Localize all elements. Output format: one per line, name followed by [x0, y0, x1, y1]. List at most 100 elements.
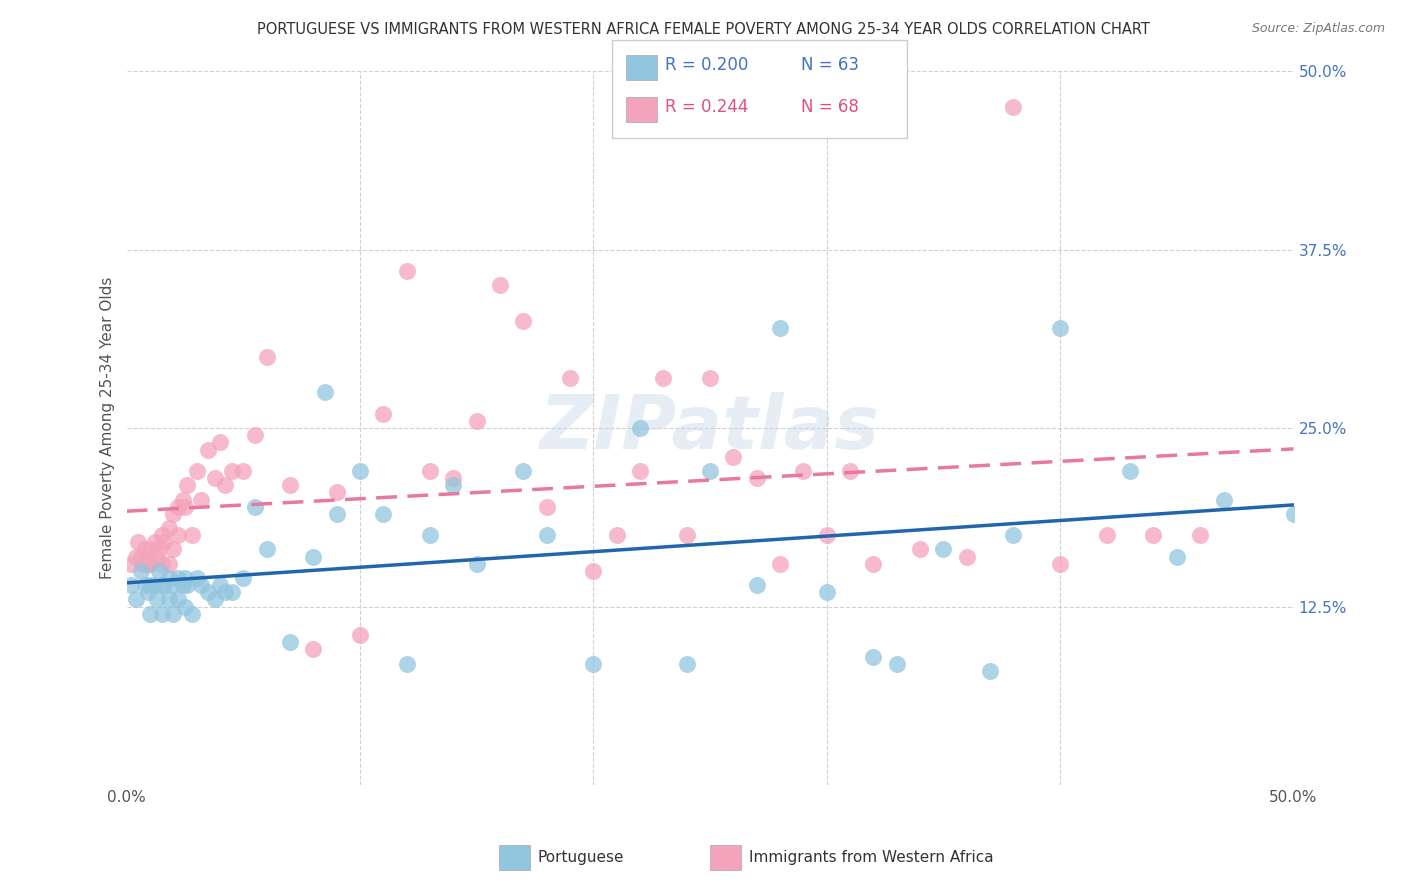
Point: [1095, 528, 1118, 542]
Point: [148, 564, 170, 578]
Text: Source: ZipAtlas.com: Source: ZipAtlas.com: [1251, 22, 1385, 36]
Point: [1189, 528, 1212, 542]
Point: [139, 578, 162, 592]
Point: [125, 549, 148, 564]
Point: [862, 649, 884, 664]
Point: [204, 592, 226, 607]
Point: [441, 471, 464, 485]
Point: [172, 578, 194, 592]
Point: [132, 557, 155, 571]
Point: [582, 564, 605, 578]
Point: [146, 549, 169, 564]
Point: [186, 464, 208, 478]
Point: [174, 500, 197, 514]
Point: [815, 528, 838, 542]
Point: [232, 464, 254, 478]
Point: [675, 528, 697, 542]
Point: [536, 528, 558, 542]
Text: R = 0.200: R = 0.200: [665, 56, 748, 74]
Point: [167, 592, 190, 607]
Point: [1142, 528, 1164, 542]
Point: [652, 371, 675, 385]
Point: [162, 578, 184, 592]
Point: [125, 592, 148, 607]
Point: [221, 464, 243, 478]
Point: [157, 521, 180, 535]
Point: [314, 385, 336, 400]
Point: [932, 542, 955, 557]
Point: [769, 557, 792, 571]
Point: [675, 657, 697, 671]
Point: [628, 464, 651, 478]
Point: [167, 571, 190, 585]
Point: [699, 464, 721, 478]
Point: [148, 542, 170, 557]
Point: [208, 578, 231, 592]
Text: N = 63: N = 63: [801, 56, 859, 74]
Point: [489, 278, 512, 293]
Point: [139, 542, 162, 557]
Point: [190, 578, 212, 592]
Point: [956, 549, 979, 564]
Point: [176, 478, 198, 492]
Point: [1002, 100, 1025, 114]
Point: [302, 549, 325, 564]
Point: [197, 442, 219, 457]
Point: [143, 578, 166, 592]
Point: [134, 542, 156, 557]
Point: [174, 571, 197, 585]
Point: [512, 314, 534, 328]
Point: [153, 535, 176, 549]
Point: [769, 321, 792, 335]
Point: [1049, 557, 1071, 571]
Point: [419, 464, 441, 478]
Point: [441, 478, 464, 492]
Point: [146, 592, 169, 607]
Point: [221, 585, 243, 599]
Point: [134, 578, 156, 592]
Point: [1002, 528, 1025, 542]
Point: [214, 478, 236, 492]
Point: [536, 500, 558, 514]
Point: [243, 428, 266, 442]
Point: [1119, 464, 1142, 478]
Point: [325, 507, 347, 521]
Point: [214, 585, 236, 599]
Point: [180, 528, 202, 542]
Point: [167, 528, 190, 542]
Point: [582, 657, 605, 671]
Point: [150, 528, 173, 542]
Point: [120, 557, 142, 571]
Point: [150, 578, 173, 592]
Point: [419, 528, 441, 542]
Point: [325, 485, 347, 500]
Point: [129, 564, 152, 578]
Point: [278, 478, 301, 492]
Point: [839, 464, 862, 478]
Point: [162, 607, 184, 621]
Point: [628, 421, 651, 435]
Point: [1282, 507, 1305, 521]
Point: [349, 464, 371, 478]
Point: [1212, 492, 1234, 507]
Point: [167, 500, 190, 514]
Text: PORTUGUESE VS IMMIGRANTS FROM WESTERN AFRICA FEMALE POVERTY AMONG 25-34 YEAR OLD: PORTUGUESE VS IMMIGRANTS FROM WESTERN AF…: [256, 22, 1150, 37]
Point: [150, 557, 173, 571]
Y-axis label: Female Poverty Among 25-34 Year Olds: Female Poverty Among 25-34 Year Olds: [100, 277, 115, 579]
Point: [186, 571, 208, 585]
Point: [208, 435, 231, 450]
Point: [180, 607, 202, 621]
Point: [162, 542, 184, 557]
Point: [243, 500, 266, 514]
Point: [512, 464, 534, 478]
Point: [745, 578, 768, 592]
Point: [197, 585, 219, 599]
Point: [204, 471, 226, 485]
Point: [153, 578, 176, 592]
Point: [395, 657, 418, 671]
Point: [465, 414, 488, 428]
Point: [150, 607, 173, 621]
Point: [139, 607, 162, 621]
Point: [792, 464, 814, 478]
Point: [1049, 321, 1071, 335]
